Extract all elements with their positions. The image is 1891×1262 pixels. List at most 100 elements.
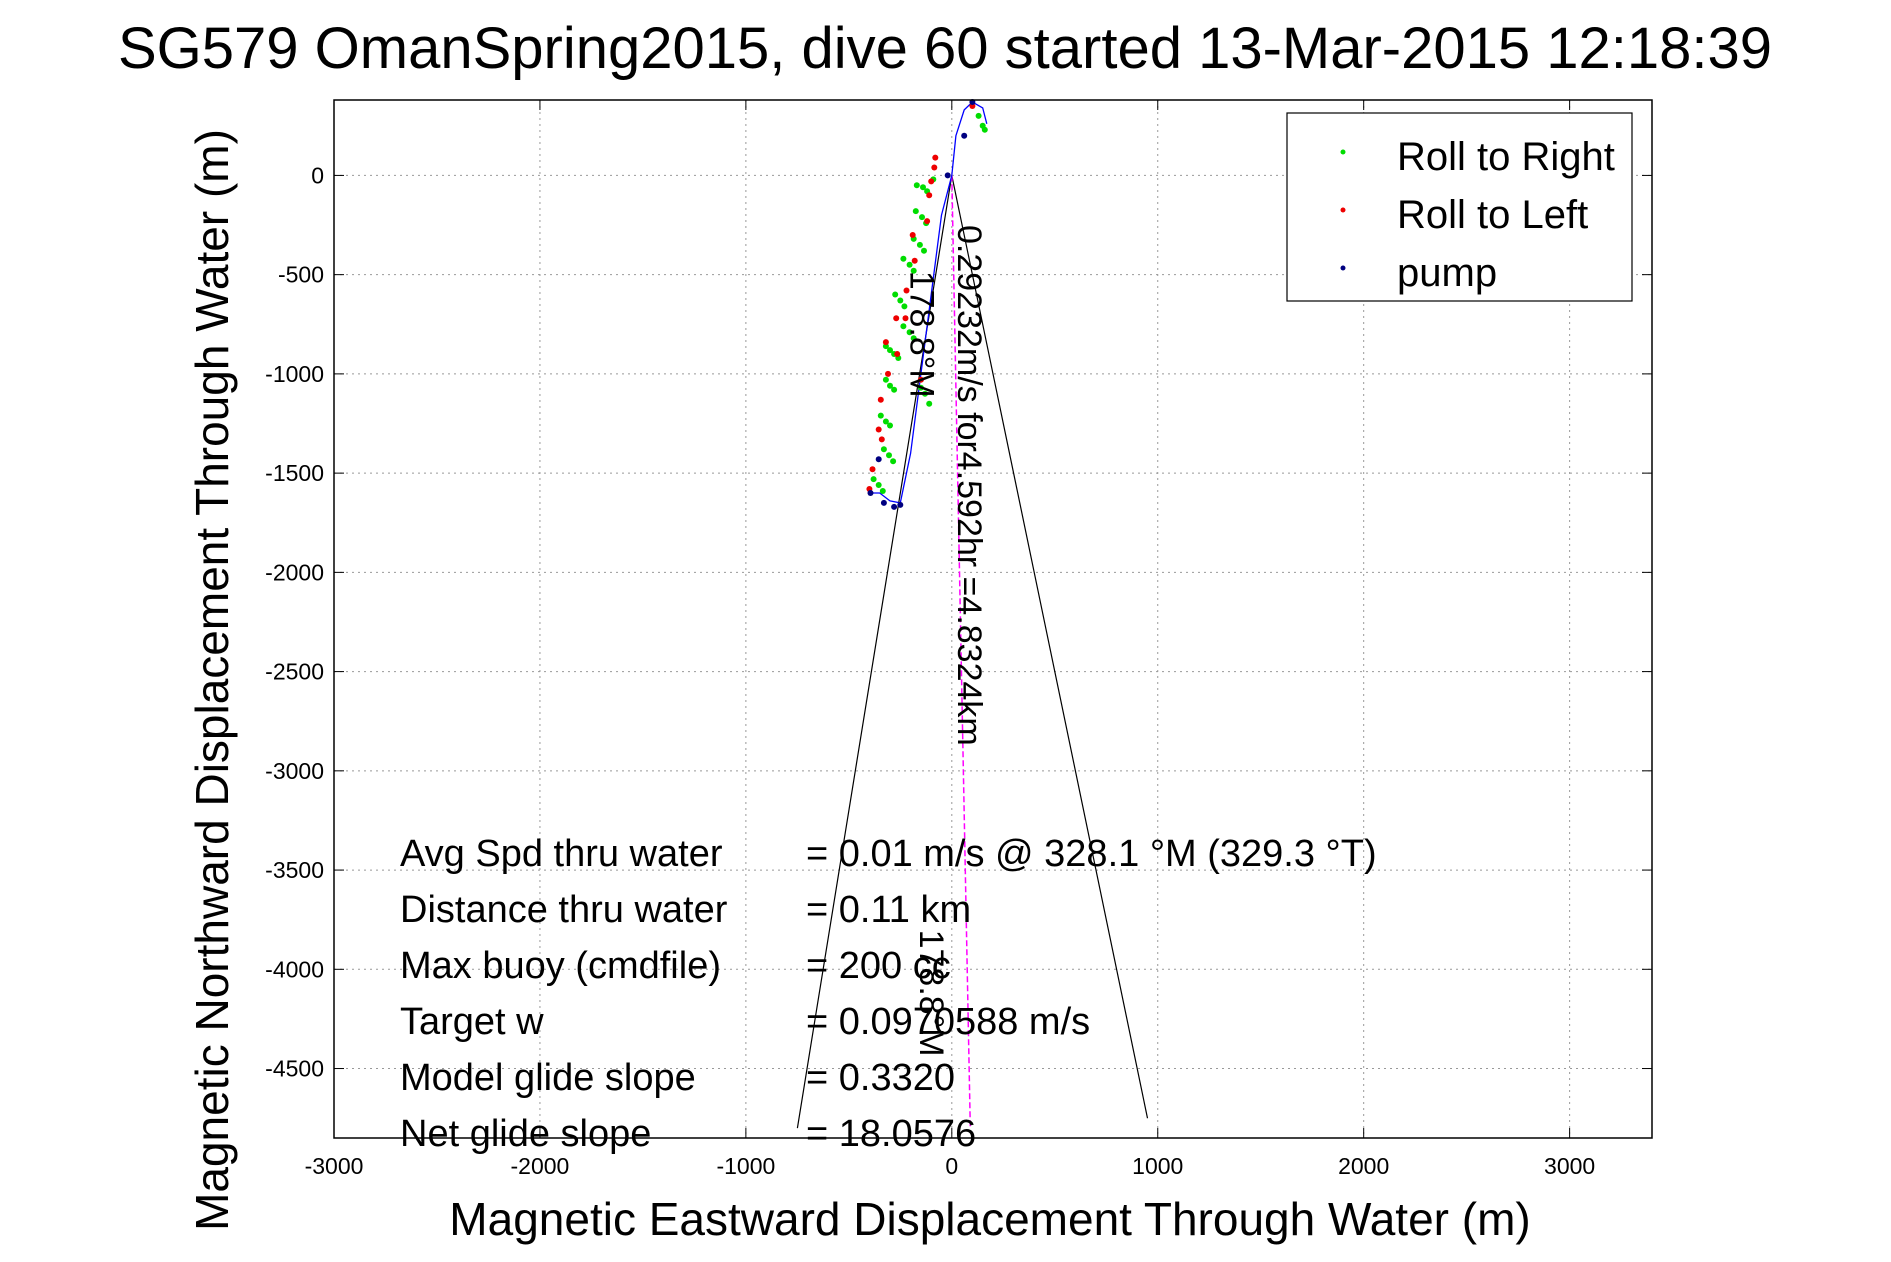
- heading-annotation-far: 178.8°M: [912, 930, 950, 1057]
- y-tick-label: -3000: [265, 758, 324, 784]
- data-point-roll-right: [879, 488, 886, 494]
- stats-value: = 0.0970588 m/s: [806, 1001, 1090, 1043]
- data-point-roll-right: [897, 297, 904, 304]
- data-point-roll-right: [886, 452, 892, 459]
- data-point-roll-right: [877, 412, 884, 419]
- data-point-roll-left: [878, 436, 885, 443]
- data-point-roll-right: [922, 390, 928, 397]
- y-tick-label: -1500: [265, 460, 324, 486]
- x-tick-label: -3000: [305, 1153, 364, 1179]
- data-point-pump: [944, 172, 951, 179]
- y-tick-label: -2000: [265, 559, 324, 585]
- data-point-pump: [867, 490, 874, 496]
- legend-marker-roll-right: [1340, 149, 1346, 155]
- stats-value: = 18.0576: [806, 1113, 976, 1155]
- data-point-roll-right: [975, 112, 982, 119]
- x-tick-label: -1000: [716, 1153, 775, 1179]
- legend-marker-pump: [1340, 265, 1346, 271]
- stats-label: Net glide slope: [400, 1113, 651, 1155]
- data-point-roll-right: [919, 214, 925, 221]
- stats-label: Distance thru water: [400, 889, 728, 931]
- data-point-pump: [891, 503, 898, 510]
- data-point-roll-left: [893, 315, 900, 322]
- data-point-roll-right: [910, 267, 917, 274]
- data-point-roll-left: [932, 154, 939, 161]
- y-tick-label: -3500: [265, 857, 324, 883]
- data-point-roll-left: [902, 315, 909, 322]
- heading-line-segment: [951, 175, 972, 1129]
- data-point-roll-right: [920, 184, 926, 191]
- data-points: [866, 99, 988, 510]
- data-point-roll-right: [891, 386, 898, 393]
- data-point-roll-left: [928, 178, 935, 185]
- stats-block: Avg Spd thru water = 0.01 m/s @ 328.1 °M …: [400, 833, 1377, 1155]
- data-point-roll-left: [877, 396, 884, 403]
- stats-value: = 0.3320: [806, 1057, 955, 1099]
- data-point-roll-left: [885, 370, 891, 377]
- y-tick-label: -2500: [265, 659, 324, 685]
- stats-label: Model glide slope: [400, 1057, 696, 1099]
- y-tick-label: -1000: [265, 361, 324, 387]
- data-point-roll-left: [909, 232, 916, 238]
- data-point-pump: [875, 456, 882, 463]
- data-point-roll-right: [906, 329, 913, 336]
- data-point-roll-left: [931, 164, 938, 171]
- data-point-roll-left: [903, 287, 910, 294]
- x-axis-label: Magnetic Eastward Displacement Through W…: [449, 1193, 1530, 1245]
- x-tick-label: -2000: [511, 1153, 570, 1179]
- data-point-roll-right: [921, 247, 927, 254]
- data-point-roll-right: [887, 347, 893, 354]
- data-point-roll-right: [981, 126, 988, 133]
- data-point-roll-right: [912, 208, 919, 215]
- data-point-roll-right: [870, 476, 877, 483]
- data-point-roll-left: [882, 339, 889, 346]
- data-point-roll-right: [892, 291, 899, 298]
- stats-value: = 0.01 m/s @ 328.1 °M (329.3 °T): [806, 833, 1377, 875]
- heading-line: [951, 175, 972, 1129]
- heading-annotation-near: 178.8°M: [903, 271, 941, 398]
- track-line-surface: [951, 101, 988, 176]
- y-axis-label: Magnetic Northward Displacement Through …: [186, 129, 238, 1231]
- legend-label-roll-left: Roll to Left: [1397, 193, 1588, 237]
- stats-value: = 200 cc: [806, 945, 951, 987]
- data-point-pump: [880, 499, 887, 506]
- track-lines: [870, 101, 988, 504]
- data-point-roll-right: [910, 335, 917, 342]
- data-point-roll-left: [917, 376, 924, 383]
- data-point-pump: [961, 132, 968, 139]
- y-tick-label: 0: [311, 162, 324, 188]
- data-point-roll-left: [924, 218, 931, 225]
- axes-box: [333, 99, 1653, 1139]
- x-tick-label: 2000: [1338, 1153, 1389, 1179]
- x-tick-label: 3000: [1544, 1153, 1595, 1179]
- data-point-roll-right: [890, 458, 897, 465]
- y-tick-label: -500: [278, 262, 324, 288]
- data-point-roll-right: [917, 384, 924, 391]
- data-point-roll-left: [894, 351, 901, 357]
- stats-label: Avg Spd thru water: [400, 833, 723, 875]
- speed-annotation: 0.29232m/s for4.592hr =4.8324km: [950, 225, 988, 746]
- track-line-descent: [870, 175, 953, 504]
- data-point-roll-right: [887, 382, 893, 389]
- legend: Roll to Right Roll to Left pump: [1286, 112, 1633, 302]
- x-ticks: -3000 -2000 -1000 0 1000 2000 3000: [305, 100, 1595, 1179]
- data-point-roll-right: [916, 241, 923, 248]
- legend-label-pump: pump: [1397, 251, 1497, 295]
- x-tick-label: 1000: [1132, 1153, 1183, 1179]
- data-point-roll-left: [875, 426, 882, 433]
- data-point-roll-left: [926, 192, 933, 199]
- legend-marker-roll-left: [1340, 207, 1346, 213]
- y-ticks: 0 -500 -1000 -1500 -2000 -2500 -3000 -3500 -4000…: [265, 162, 1652, 1082]
- chart-title: SG579 OmanSpring2015, dive 60 started 13…: [118, 16, 1772, 81]
- data-point-roll-right: [926, 400, 933, 407]
- stats-label: Target w: [400, 1001, 544, 1043]
- data-point-roll-right: [882, 376, 889, 383]
- data-point-roll-right: [882, 418, 889, 425]
- data-point-roll-right: [900, 323, 907, 330]
- data-point-roll-right: [913, 182, 920, 189]
- stats-value: = 0.11 km: [806, 889, 971, 931]
- data-point-roll-right: [887, 422, 893, 429]
- data-point-roll-right: [900, 255, 907, 262]
- y-tick-label: -4500: [265, 1056, 324, 1082]
